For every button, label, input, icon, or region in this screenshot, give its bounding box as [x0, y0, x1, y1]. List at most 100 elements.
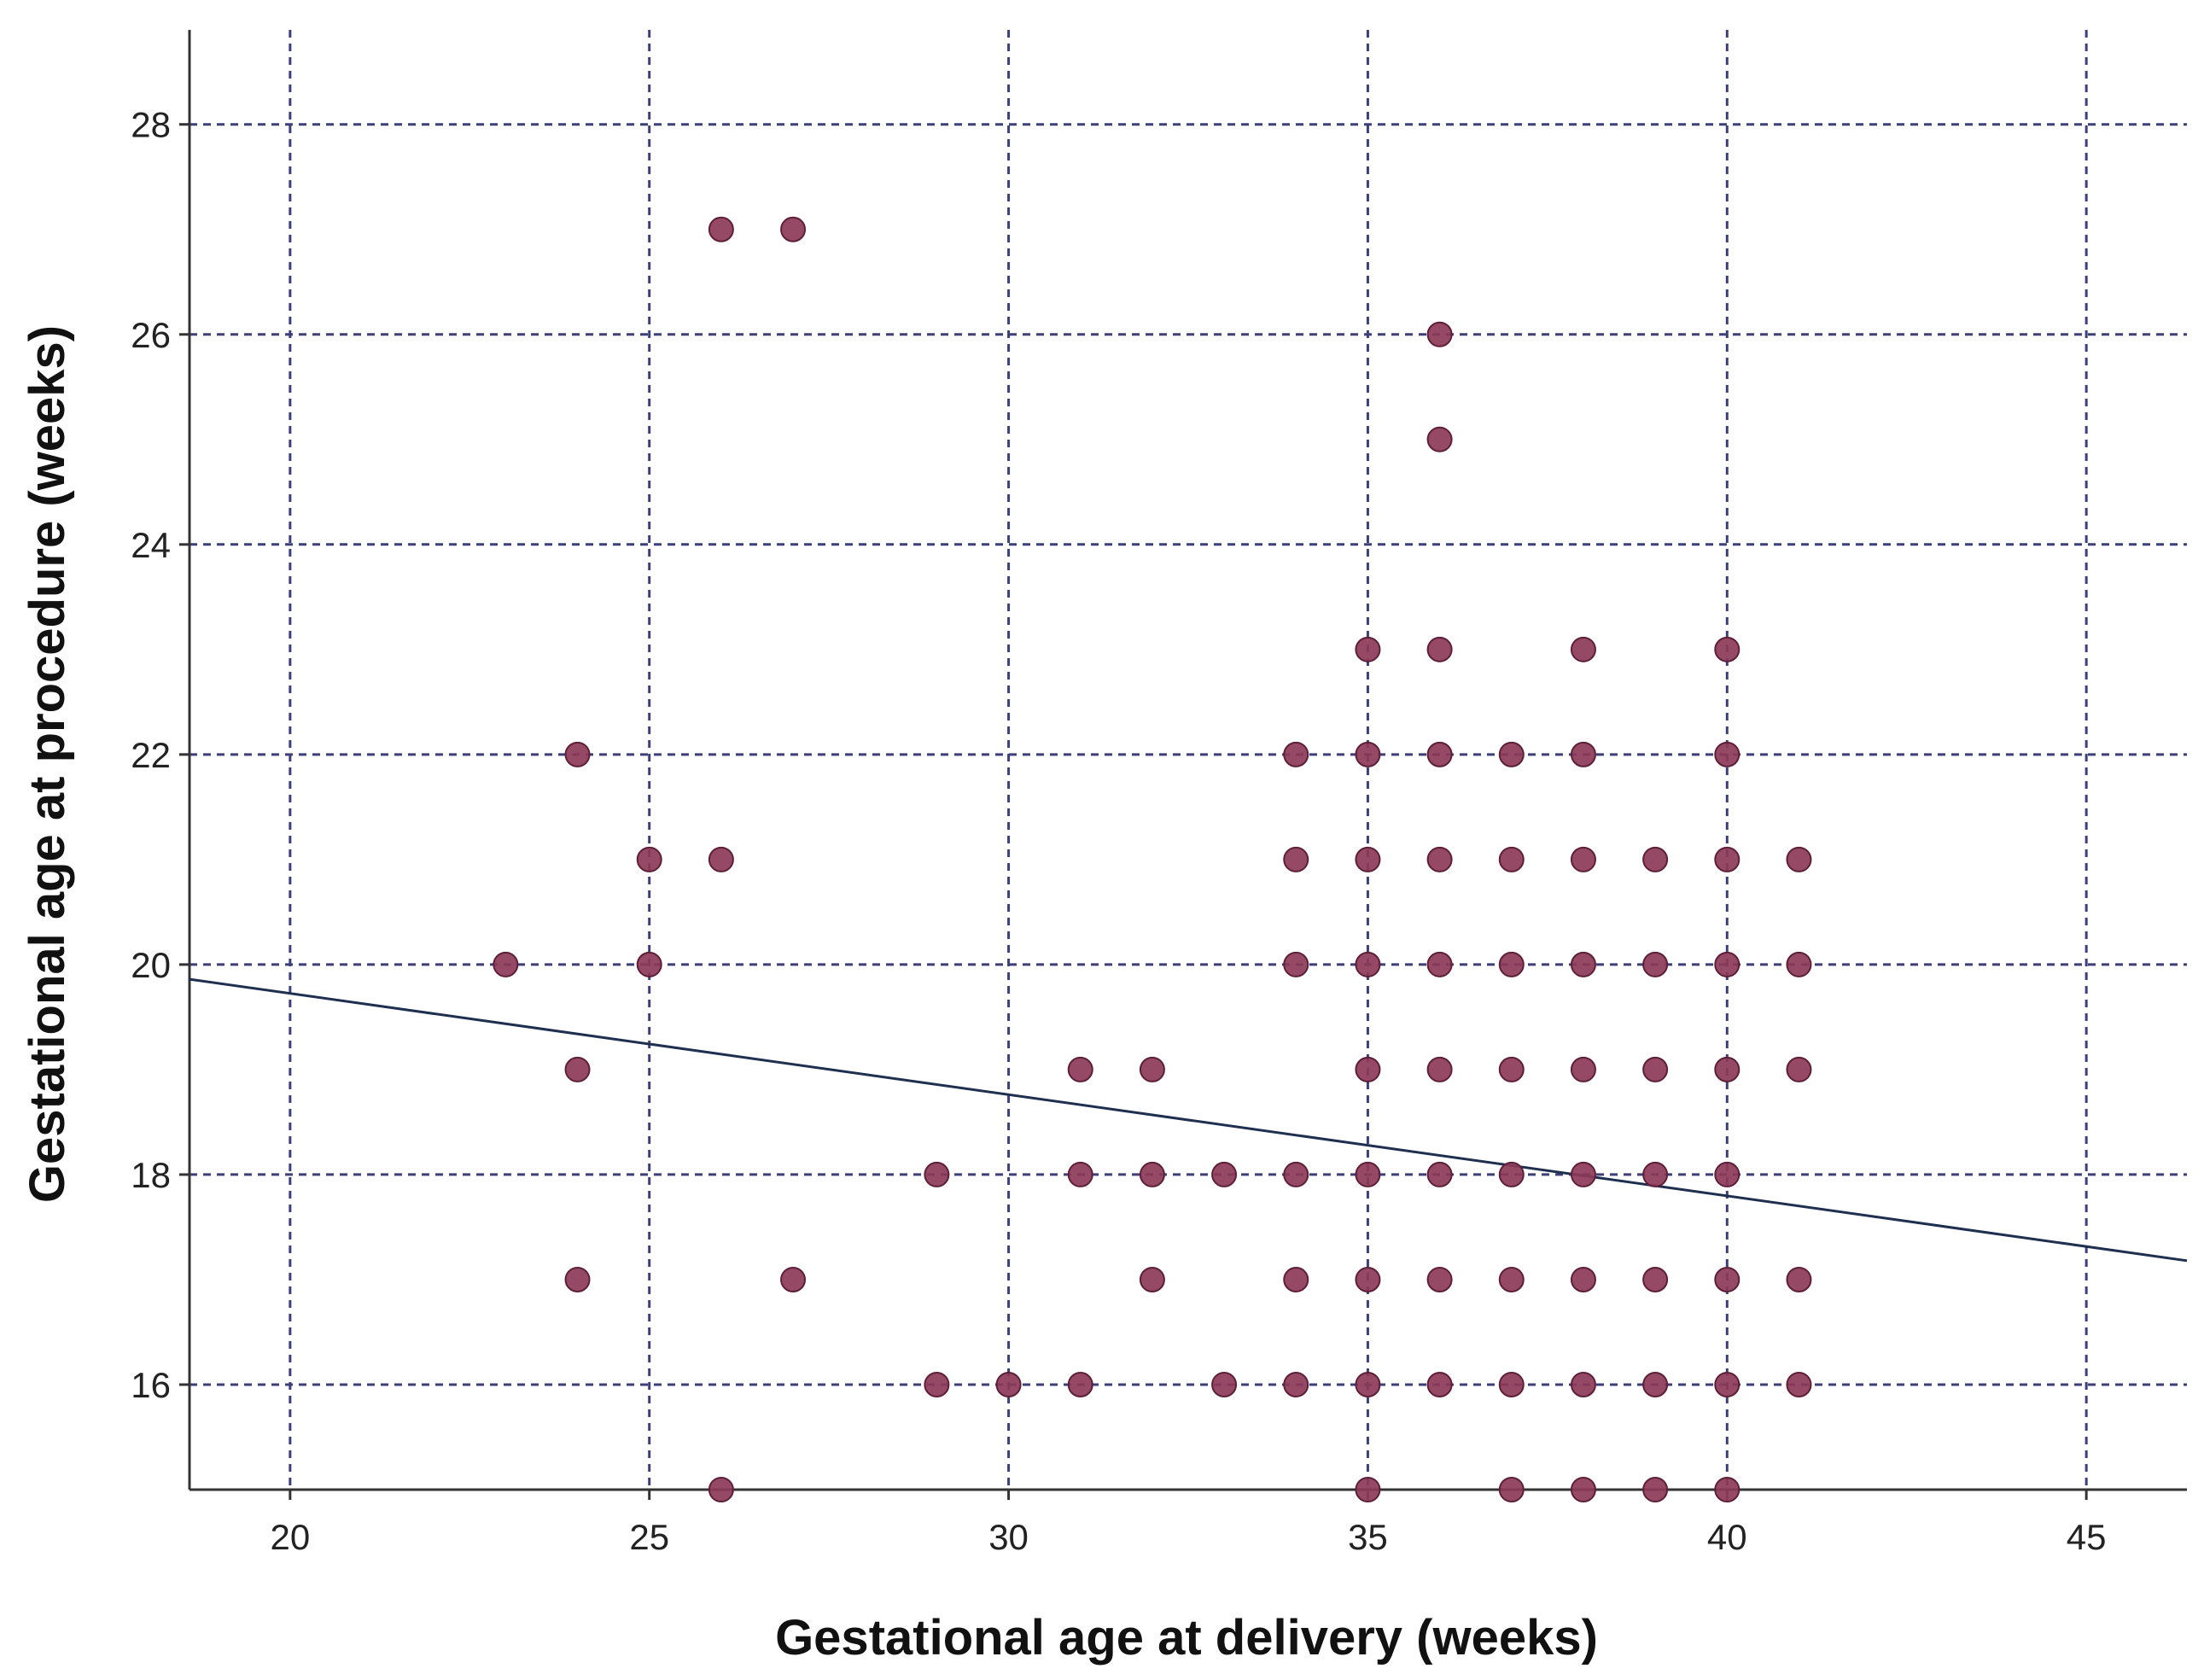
- x-axis-title: Gestational age at delivery (weeks): [775, 1610, 1598, 1665]
- scatter-point: [1642, 1477, 1669, 1502]
- scatter-point: [1355, 846, 1381, 872]
- scatter-point: [564, 1266, 591, 1292]
- scatter-point: [1642, 1161, 1669, 1187]
- scatter-point: [708, 846, 734, 872]
- scatter-point: [1283, 1266, 1309, 1292]
- scatter-point: [1714, 1056, 1740, 1082]
- scatter-point: [1498, 951, 1525, 977]
- axes: [179, 30, 2187, 1500]
- scatter-point: [1498, 1056, 1525, 1082]
- scatter-point: [1139, 1266, 1165, 1292]
- scatter-point: [564, 741, 591, 767]
- scatter-point: [1426, 951, 1453, 977]
- scatter-point: [1498, 1161, 1525, 1187]
- scatter-point: [1714, 846, 1740, 872]
- scatter-point: [1355, 1266, 1381, 1292]
- scatter-point: [1355, 1477, 1381, 1502]
- scatter-point: [1283, 951, 1309, 977]
- scatter-point: [636, 951, 662, 977]
- scatter-point: [1426, 846, 1453, 872]
- scatter-point: [780, 1266, 807, 1292]
- y-tick-label: 24: [131, 525, 171, 565]
- scatter-point: [1067, 1371, 1093, 1397]
- scatter-point: [1355, 951, 1381, 977]
- scatter-point: [1498, 1477, 1525, 1502]
- scatter-point: [1355, 1161, 1381, 1187]
- scatter-point: [1067, 1161, 1093, 1187]
- scatter-point: [708, 216, 734, 242]
- y-tick-label: 20: [131, 945, 171, 985]
- scatter-point: [1283, 846, 1309, 872]
- scatter-point: [1426, 636, 1453, 662]
- y-axis-title: Gestational age at procedure (weeks): [20, 325, 75, 1203]
- scatter-point: [1714, 741, 1740, 767]
- scatter-point: [1498, 741, 1525, 767]
- tick-labels: 20 25 30 35 40 45 16 18 20 22 24 26 28: [131, 105, 2106, 1557]
- gridlines: [189, 30, 2187, 1490]
- scatter-point: [1714, 1266, 1740, 1292]
- scatter-point: [1786, 846, 1812, 872]
- scatter-point: [995, 1371, 1022, 1397]
- scatter-point: [1714, 1161, 1740, 1187]
- scatter-point: [1498, 1266, 1525, 1292]
- scatter-point: [1786, 1056, 1812, 1082]
- scatter-point: [1570, 951, 1596, 977]
- scatter-point: [1786, 951, 1812, 977]
- scatter-point: [1139, 1056, 1165, 1082]
- scatter-point: [1570, 1161, 1596, 1187]
- x-tick-label: 45: [2067, 1517, 2107, 1557]
- y-tick-label: 26: [131, 315, 171, 355]
- scatter-point: [1355, 741, 1381, 767]
- scatter-point: [1139, 1161, 1165, 1187]
- scatter-point: [1355, 636, 1381, 662]
- scatter-point: [780, 216, 807, 242]
- scatter-point: [708, 1477, 734, 1502]
- scatter-point: [924, 1371, 950, 1397]
- scatter-point: [1714, 636, 1740, 662]
- y-tick-label: 16: [131, 1365, 171, 1405]
- x-tick-label: 30: [988, 1517, 1029, 1557]
- scatter-point: [1426, 321, 1453, 347]
- scatter-point: [1714, 951, 1740, 977]
- scatter-point: [1714, 1477, 1740, 1502]
- scatter-point: [1642, 1266, 1669, 1292]
- scatter-point: [1426, 741, 1453, 767]
- scatter-point: [1211, 1161, 1238, 1187]
- data-points: [493, 216, 1812, 1502]
- scatter-point: [1355, 1056, 1381, 1082]
- y-tick-label: 18: [131, 1155, 171, 1195]
- scatter-point: [1642, 1056, 1669, 1082]
- y-tick-label: 28: [131, 105, 171, 145]
- scatter-point: [1642, 951, 1669, 977]
- scatter-point: [1498, 846, 1525, 872]
- scatter-point: [1570, 1477, 1596, 1502]
- scatter-point: [1642, 1371, 1669, 1397]
- scatter-point: [1067, 1056, 1093, 1082]
- scatter-point: [1786, 1266, 1812, 1292]
- scatter-point: [1355, 1371, 1381, 1397]
- scatter-point: [1714, 1371, 1740, 1397]
- scatter-point: [493, 951, 519, 977]
- scatter-point: [1426, 426, 1453, 452]
- y-tick-label: 22: [131, 735, 171, 775]
- scatter-point: [636, 846, 662, 872]
- scatter-point: [1786, 1371, 1812, 1397]
- scatter-point: [1642, 846, 1669, 872]
- scatter-point: [1570, 846, 1596, 872]
- x-tick-label: 20: [270, 1517, 310, 1557]
- scatter-point: [1426, 1161, 1453, 1187]
- x-tick-label: 35: [1348, 1517, 1388, 1557]
- scatter-point: [1570, 741, 1596, 767]
- scatter-point: [1570, 636, 1596, 662]
- scatter-point: [1426, 1371, 1453, 1397]
- scatter-point: [564, 1056, 591, 1082]
- scatter-point: [1283, 1161, 1309, 1187]
- scatter-point: [1570, 1266, 1596, 1292]
- scatter-point: [1211, 1371, 1238, 1397]
- scatter-point: [1426, 1266, 1453, 1292]
- scatter-point: [1570, 1056, 1596, 1082]
- x-tick-label: 25: [629, 1517, 669, 1557]
- scatter-point: [1498, 1371, 1525, 1397]
- scatter-point: [1570, 1371, 1596, 1397]
